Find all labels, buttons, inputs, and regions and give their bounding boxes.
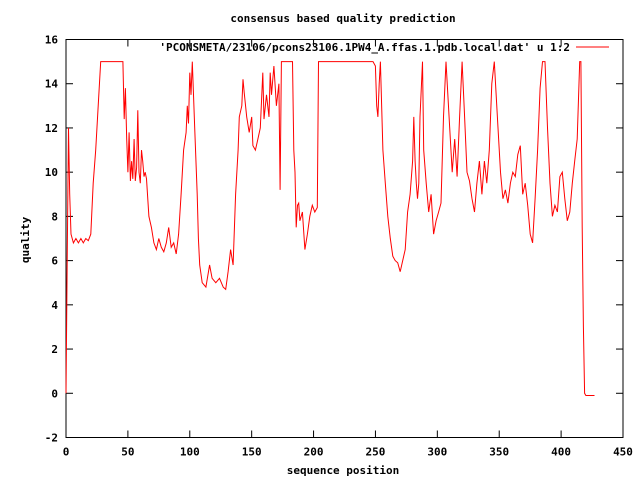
y-tick-label: -2 (45, 432, 58, 445)
x-tick-label: 400 (551, 446, 571, 459)
plot-frame (65, 39, 624, 438)
y-tick-label: 6 (51, 255, 58, 268)
x-tick-label: 0 (63, 446, 70, 459)
chart-title: consensus based quality prediction (230, 12, 455, 25)
x-axis-label: sequence position (287, 464, 400, 477)
tick-labels: 0 50 100 150 200 250 300 350 400 450 -2 0 2 4 6 8 10 12 14… (45, 34, 633, 459)
x-tick-label: 450 (613, 446, 633, 459)
y-tick-label: 14 (45, 78, 59, 91)
x-tick-label: 50 (121, 446, 134, 459)
y-tick-label: 10 (45, 166, 58, 179)
x-tick-label: 100 (180, 446, 200, 459)
legend: 'PCONSMETA/23106/pcons23106.1PW4_A.ffas.… (159, 41, 609, 54)
legend-entry-label: 'PCONSMETA/23106/pcons23106.1PW4_A.ffas.… (159, 41, 570, 54)
y-axis-label: quality (19, 216, 32, 263)
x-tick-label: 200 (304, 446, 324, 459)
y-tick-label: 8 (51, 210, 58, 223)
x-tick-label: 350 (489, 446, 509, 459)
x-tick-label: 150 (242, 446, 262, 459)
y-tick-label: 4 (51, 299, 58, 312)
x-tick-label: 250 (366, 446, 386, 459)
x-tick-label: 300 (427, 446, 447, 459)
y-tick-label: 12 (45, 122, 58, 135)
y-tick-label: 0 (51, 387, 58, 400)
y-tick-label: 16 (45, 34, 59, 47)
y-tick-label: 2 (51, 343, 58, 356)
axis-ticks (65, 39, 624, 438)
series-line (65, 61, 595, 396)
